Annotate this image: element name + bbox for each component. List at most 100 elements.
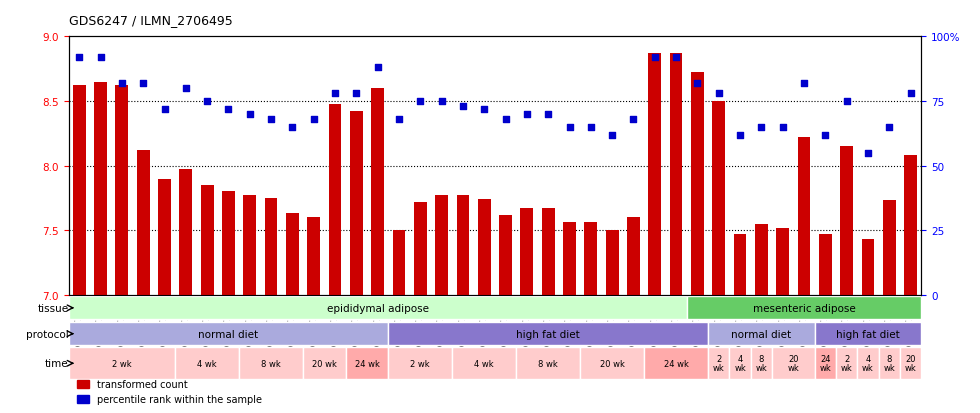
Text: GDS6247 / ILMN_2706495: GDS6247 / ILMN_2706495 <box>69 14 232 27</box>
Bar <box>137 151 150 295</box>
Point <box>349 90 365 97</box>
Point <box>327 90 343 97</box>
Point <box>625 116 641 123</box>
Point <box>605 132 620 138</box>
Text: high fat diet: high fat diet <box>836 329 900 339</box>
Bar <box>158 179 171 295</box>
Text: 8 wk: 8 wk <box>538 359 558 368</box>
Bar <box>116 86 128 295</box>
Bar <box>308 218 320 295</box>
FancyBboxPatch shape <box>708 322 814 346</box>
Point <box>668 55 684 61</box>
Point <box>775 124 791 131</box>
FancyBboxPatch shape <box>900 347 921 379</box>
Point <box>413 98 428 105</box>
Point <box>220 106 236 113</box>
FancyBboxPatch shape <box>516 347 580 379</box>
Point <box>476 106 492 113</box>
Point <box>135 80 151 87</box>
Bar <box>435 196 448 295</box>
Point <box>754 124 769 131</box>
FancyBboxPatch shape <box>858 347 878 379</box>
FancyBboxPatch shape <box>729 347 751 379</box>
FancyBboxPatch shape <box>303 347 346 379</box>
Bar <box>94 82 107 295</box>
Point <box>157 106 172 113</box>
FancyBboxPatch shape <box>751 347 772 379</box>
Text: 4 wk: 4 wk <box>197 359 217 368</box>
FancyBboxPatch shape <box>814 347 836 379</box>
FancyBboxPatch shape <box>878 347 900 379</box>
Bar <box>243 196 256 295</box>
Bar <box>883 201 896 295</box>
Bar <box>627 218 640 295</box>
Point <box>710 90 726 97</box>
Bar <box>840 147 853 295</box>
FancyBboxPatch shape <box>814 322 921 346</box>
Bar <box>564 223 576 295</box>
Point <box>519 111 535 118</box>
Point <box>284 124 300 131</box>
Text: epididymal adipose: epididymal adipose <box>326 303 428 313</box>
Text: 2
wk: 2 wk <box>712 354 724 373</box>
FancyBboxPatch shape <box>452 347 516 379</box>
Text: 2
wk: 2 wk <box>841 354 853 373</box>
Point <box>540 111 556 118</box>
Point <box>434 98 450 105</box>
Point <box>562 124 577 131</box>
Point <box>583 124 599 131</box>
Text: normal diet: normal diet <box>198 329 259 339</box>
Text: 20
wk: 20 wk <box>905 354 916 373</box>
Bar <box>584 223 597 295</box>
Bar <box>776 228 789 295</box>
FancyBboxPatch shape <box>836 347 858 379</box>
Point <box>178 85 194 92</box>
Point <box>369 65 385 71</box>
Text: 20
wk: 20 wk <box>788 354 799 373</box>
Text: 4
wk: 4 wk <box>862 354 874 373</box>
FancyBboxPatch shape <box>772 347 814 379</box>
Text: mesenteric adipose: mesenteric adipose <box>753 303 856 313</box>
Bar <box>905 156 917 295</box>
Bar <box>328 104 341 295</box>
FancyBboxPatch shape <box>388 347 452 379</box>
Text: 8
wk: 8 wk <box>756 354 767 373</box>
Point <box>114 80 129 87</box>
Bar <box>393 231 406 295</box>
Text: 24 wk: 24 wk <box>663 359 689 368</box>
Point <box>647 55 662 61</box>
Text: time: time <box>45 358 69 368</box>
Legend: transformed count, percentile rank within the sample: transformed count, percentile rank withi… <box>74 375 266 408</box>
Point <box>690 80 706 87</box>
Text: 2 wk: 2 wk <box>411 359 430 368</box>
FancyBboxPatch shape <box>346 347 388 379</box>
Bar <box>691 73 704 295</box>
Text: normal diet: normal diet <box>731 329 792 339</box>
Point <box>817 132 833 138</box>
Bar <box>371 89 384 295</box>
Bar <box>606 231 618 295</box>
Text: 4 wk: 4 wk <box>474 359 494 368</box>
Text: 20 wk: 20 wk <box>600 359 624 368</box>
Text: 20 wk: 20 wk <box>312 359 337 368</box>
Bar <box>649 54 662 295</box>
Point <box>796 80 811 87</box>
Point <box>199 98 215 105</box>
Point <box>455 104 470 110</box>
Point <box>391 116 407 123</box>
Text: tissue: tissue <box>37 303 69 313</box>
FancyBboxPatch shape <box>239 347 303 379</box>
Text: 8
wk: 8 wk <box>883 354 895 373</box>
Point <box>306 116 321 123</box>
Bar <box>861 240 874 295</box>
Text: protocol: protocol <box>25 329 69 339</box>
Bar <box>520 209 533 295</box>
Bar <box>499 215 512 295</box>
Bar <box>350 112 363 295</box>
Text: 24 wk: 24 wk <box>355 359 379 368</box>
Point <box>93 55 109 61</box>
FancyBboxPatch shape <box>580 347 644 379</box>
FancyBboxPatch shape <box>708 347 729 379</box>
FancyBboxPatch shape <box>388 322 708 346</box>
Point <box>242 111 258 118</box>
